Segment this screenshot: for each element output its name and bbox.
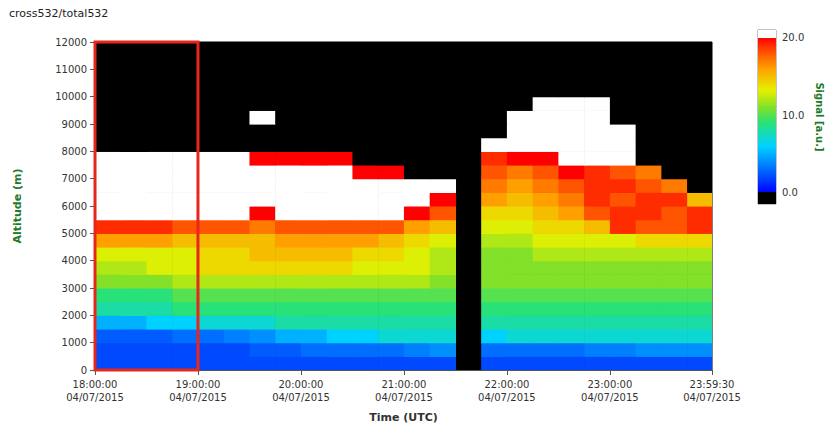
svg-text:22:00:00: 22:00:00 [484, 379, 529, 390]
svg-text:21:00:00: 21:00:00 [381, 379, 426, 390]
svg-text:4000: 4000 [62, 255, 87, 266]
svg-text:1000: 1000 [62, 337, 87, 348]
svg-text:Altitude (m): Altitude (m) [11, 168, 24, 243]
svg-text:2000: 2000 [62, 310, 87, 321]
svg-text:8000: 8000 [62, 146, 87, 157]
svg-text:04/07/2015: 04/07/2015 [683, 392, 741, 403]
svg-text:7000: 7000 [62, 173, 87, 184]
svg-text:6000: 6000 [62, 201, 87, 212]
svg-text:23:00:00: 23:00:00 [587, 379, 632, 390]
svg-text:04/07/2015: 04/07/2015 [581, 392, 639, 403]
svg-text:11000: 11000 [55, 64, 87, 75]
svg-text:04/07/2015: 04/07/2015 [478, 392, 536, 403]
svg-text:18:00:00: 18:00:00 [73, 379, 118, 390]
svg-text:5000: 5000 [62, 228, 87, 239]
svg-text:20.0: 20.0 [782, 32, 804, 43]
svg-text:Time (UTC): Time (UTC) [369, 411, 438, 424]
svg-text:10000: 10000 [55, 91, 87, 102]
svg-text:20:00:00: 20:00:00 [278, 379, 323, 390]
svg-text:04/07/2015: 04/07/2015 [66, 392, 124, 403]
svg-text:04/07/2015: 04/07/2015 [272, 392, 330, 403]
svg-text:12000: 12000 [55, 37, 87, 48]
svg-text:cross532/total532: cross532/total532 [9, 7, 108, 20]
svg-text:0.0: 0.0 [782, 187, 798, 198]
svg-text:9000: 9000 [62, 119, 87, 130]
svg-text:04/07/2015: 04/07/2015 [375, 392, 433, 403]
svg-text:04/07/2015: 04/07/2015 [169, 392, 227, 403]
svg-text:Signal [a.u.]: Signal [a.u.] [814, 82, 825, 151]
svg-text:19:00:00: 19:00:00 [176, 379, 221, 390]
svg-text:3000: 3000 [62, 283, 87, 294]
svg-text:0: 0 [81, 365, 87, 376]
svg-text:23:59:30: 23:59:30 [690, 379, 735, 390]
svg-text:10.0: 10.0 [782, 110, 804, 121]
